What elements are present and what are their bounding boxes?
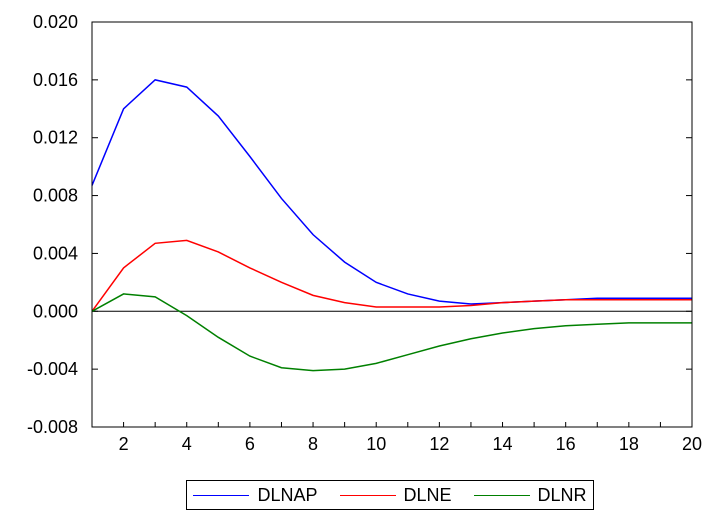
plot-frame [91, 21, 693, 428]
legend-swatch-dlnap [193, 494, 250, 496]
x-tick-label: 16 [556, 434, 576, 454]
series-line-dlnap [91, 79, 692, 305]
legend-label-dlne: DLNE [403, 484, 452, 505]
y-tick-label: 0.008 [33, 186, 78, 206]
legend: DLNAP DLNE DLNR [186, 480, 594, 510]
x-tick-label: 8 [308, 434, 318, 454]
legend-label-dlnap: DLNAP [257, 484, 318, 505]
chart: -0.008 -0.004 0.000 0.004 0.008 0.012 0.016 0.0… [27, 12, 702, 454]
x-axis-ticks: 2 4 6 8 10 12 14 16 18 20 [91, 422, 702, 454]
series-line-dlne [91, 239, 692, 312]
series-lines [91, 79, 692, 372]
y-axis-ticks: -0.008 -0.004 0.000 0.004 0.008 0.012 0.016 0.0… [27, 12, 692, 437]
x-tick-label: 6 [245, 434, 255, 454]
y-tick-label: 0.012 [33, 128, 78, 148]
x-tick-label: 10 [366, 434, 386, 454]
y-tick-label: 0.020 [33, 12, 78, 32]
legend-item-dlnr: DLNR [473, 484, 587, 506]
legend-label-dlnr: DLNR [537, 484, 587, 505]
legend-swatch-dlnr [473, 494, 530, 496]
x-tick-label: 20 [682, 434, 702, 454]
x-tick-label: 12 [429, 434, 449, 454]
x-tick-label: 18 [619, 434, 639, 454]
x-tick-label: 2 [119, 434, 129, 454]
legend-swatch-dlne [339, 494, 396, 496]
x-tick-label: 4 [182, 434, 192, 454]
legend-item-dlne: DLNE [339, 484, 452, 506]
y-tick-label: 0.000 [33, 301, 78, 321]
x-tick-label: 14 [493, 434, 513, 454]
y-tick-label: 0.016 [33, 70, 78, 90]
y-tick-label: -0.004 [27, 359, 78, 379]
series-line-dlnr [91, 293, 692, 372]
legend-item-dlnap: DLNAP [193, 484, 318, 506]
y-tick-label: 0.004 [33, 243, 78, 263]
y-tick-label: -0.008 [27, 417, 78, 437]
